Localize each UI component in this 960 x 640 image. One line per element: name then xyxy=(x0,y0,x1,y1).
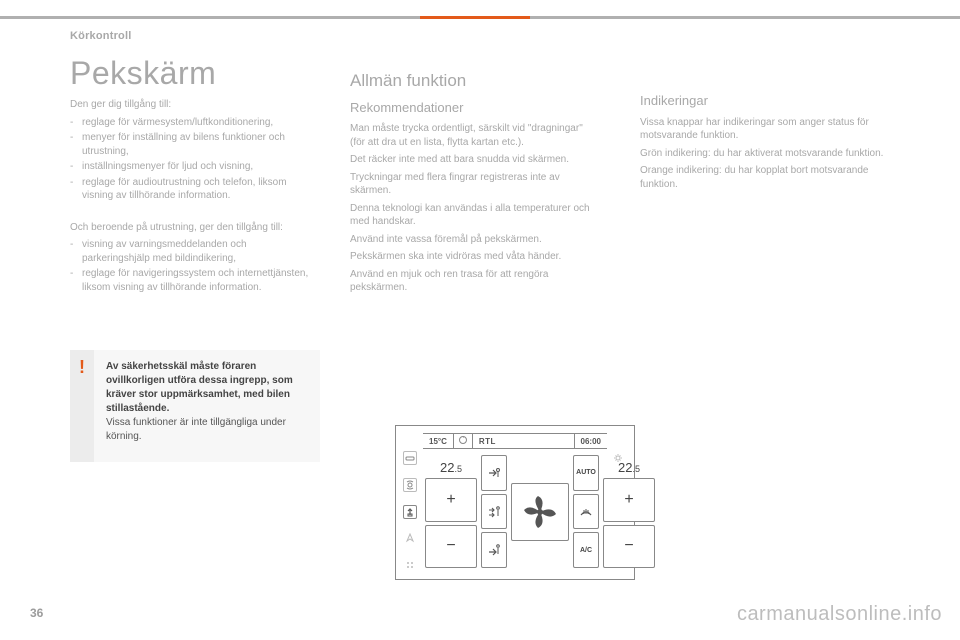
warning-icon-bar: ! xyxy=(70,350,94,462)
page-number: 36 xyxy=(30,606,43,620)
left-temp-value: 22.5 xyxy=(425,455,477,475)
col1-list2: visning av varningsmeddelanden och parke… xyxy=(70,238,315,294)
list-item: reglage för audioutrustning och telefon,… xyxy=(70,176,315,203)
paragraph: Vissa knappar har indikeringar som anger… xyxy=(640,116,885,143)
warning-bold-text: Av säkerhetsskäl måste föraren ovillkorl… xyxy=(106,361,293,414)
col1-intro: Den ger dig tillgång till: xyxy=(70,98,315,112)
mode-column: AUTO A/C xyxy=(573,455,599,568)
ac-button[interactable]: A/C xyxy=(573,532,599,568)
heading-recommendations: Rekommendationer xyxy=(350,99,595,117)
section-label: Körkontroll xyxy=(70,30,131,42)
warning-body: Av säkerhetsskäl måste föraren ovillkorl… xyxy=(94,350,320,462)
heading-indicators: Indikeringar xyxy=(640,92,885,110)
list-item: reglage för värmesystem/luftkonditioneri… xyxy=(70,116,315,130)
paragraph: Grön indikering: du har aktiverat motsva… xyxy=(640,147,885,161)
right-temp-value: 22.5 xyxy=(603,455,655,475)
column-indicators: Indikeringar Vissa knappar har indikerin… xyxy=(640,92,885,195)
column-access: Den ger dig tillgång till: reglage för v… xyxy=(70,98,315,300)
temp-int: 22 xyxy=(440,460,454,475)
list-item: reglage för navigeringssystem och intern… xyxy=(70,267,315,294)
status-time: 06:00 xyxy=(575,437,607,446)
safety-warning: ! Av säkerhetsskäl måste föraren ovillko… xyxy=(70,350,320,462)
column-general: Allmän funktion Rekommendationer Man mås… xyxy=(350,70,595,299)
airflow-mode-column xyxy=(481,455,507,568)
menu-radio-icon[interactable] xyxy=(403,478,417,492)
right-temp-up-button[interactable]: + xyxy=(603,478,655,522)
fan-icon xyxy=(518,490,562,534)
heading-general: Allmän funktion xyxy=(350,70,595,93)
temp-int: 22 xyxy=(618,460,632,475)
paragraph: Pekskärmen ska inte vidröras med våta hä… xyxy=(350,250,595,264)
paragraph: Använd inte vassa föremål på pekskärmen. xyxy=(350,233,595,247)
airflow-face-button[interactable] xyxy=(481,455,507,491)
menu-climate-icon[interactable] xyxy=(403,505,417,519)
menu-apps-icon[interactable] xyxy=(403,558,417,572)
recirculation-icon xyxy=(454,435,472,447)
col1-intro2: Och beroende på utrustning, ger den till… xyxy=(70,221,315,235)
defrost-button[interactable] xyxy=(573,494,599,530)
manual-page: Körkontroll Pekskärm Den ger dig tillgån… xyxy=(0,0,960,640)
top-rule-accent xyxy=(420,16,530,19)
temp-dec: .5 xyxy=(632,464,640,475)
page-title: Pekskärm xyxy=(70,55,216,92)
left-temp-cluster: 22.5 + − xyxy=(425,455,477,568)
auto-button[interactable]: AUTO xyxy=(573,455,599,491)
paragraph: Använd en mjuk och ren trasa för att ren… xyxy=(350,268,595,295)
fan-speed-button[interactable] xyxy=(511,483,569,541)
status-bar: 15°C RTL 06:00 xyxy=(423,433,607,449)
menu-nav-icon[interactable] xyxy=(403,531,417,545)
left-side-icons xyxy=(403,451,419,572)
paragraph: Denna teknologi kan användas i alla temp… xyxy=(350,202,595,229)
left-temp-down-button[interactable]: − xyxy=(425,525,477,569)
paragraph: Man måste trycka ordentligt, särskilt vi… xyxy=(350,122,595,149)
airflow-face-feet-button[interactable] xyxy=(481,494,507,530)
right-temp-cluster: 22.5 + − xyxy=(603,455,655,568)
right-temp-down-button[interactable]: − xyxy=(603,525,655,569)
list-item: menyer för inställning av bilens funktio… xyxy=(70,131,315,158)
paragraph: Tryckningar med flera fingrar registrera… xyxy=(350,171,595,198)
paragraph: Orange indikering: du har kopplat bort m… xyxy=(640,164,885,191)
col1-list1: reglage för värmesystem/luftkonditioneri… xyxy=(70,116,315,203)
touchscreen-illustration: 15°C RTL 06:00 xyxy=(395,425,635,580)
temp-dec: .5 xyxy=(454,464,462,475)
watermark: carmanualsonline.info xyxy=(737,603,942,626)
warning-rest-text: Vissa funktioner är inte tillgängliga un… xyxy=(106,417,286,442)
status-temperature: 15°C xyxy=(423,437,453,446)
list-item: inställningsmenyer för ljud och visning, xyxy=(70,160,315,174)
climate-panel: 22.5 + − xyxy=(425,455,605,568)
fan-area xyxy=(511,455,569,568)
exclamation-icon: ! xyxy=(79,358,85,376)
airflow-feet-button[interactable] xyxy=(481,532,507,568)
menu-car-icon[interactable] xyxy=(403,451,417,465)
left-temp-up-button[interactable]: + xyxy=(425,478,477,522)
spacer xyxy=(70,209,315,217)
list-item: visning av varningsmeddelanden och parke… xyxy=(70,238,315,265)
status-radio-station: RTL xyxy=(473,437,574,446)
screen-inner: 15°C RTL 06:00 xyxy=(403,433,627,572)
paragraph: Det räcker inte med att bara snudda vid … xyxy=(350,153,595,167)
